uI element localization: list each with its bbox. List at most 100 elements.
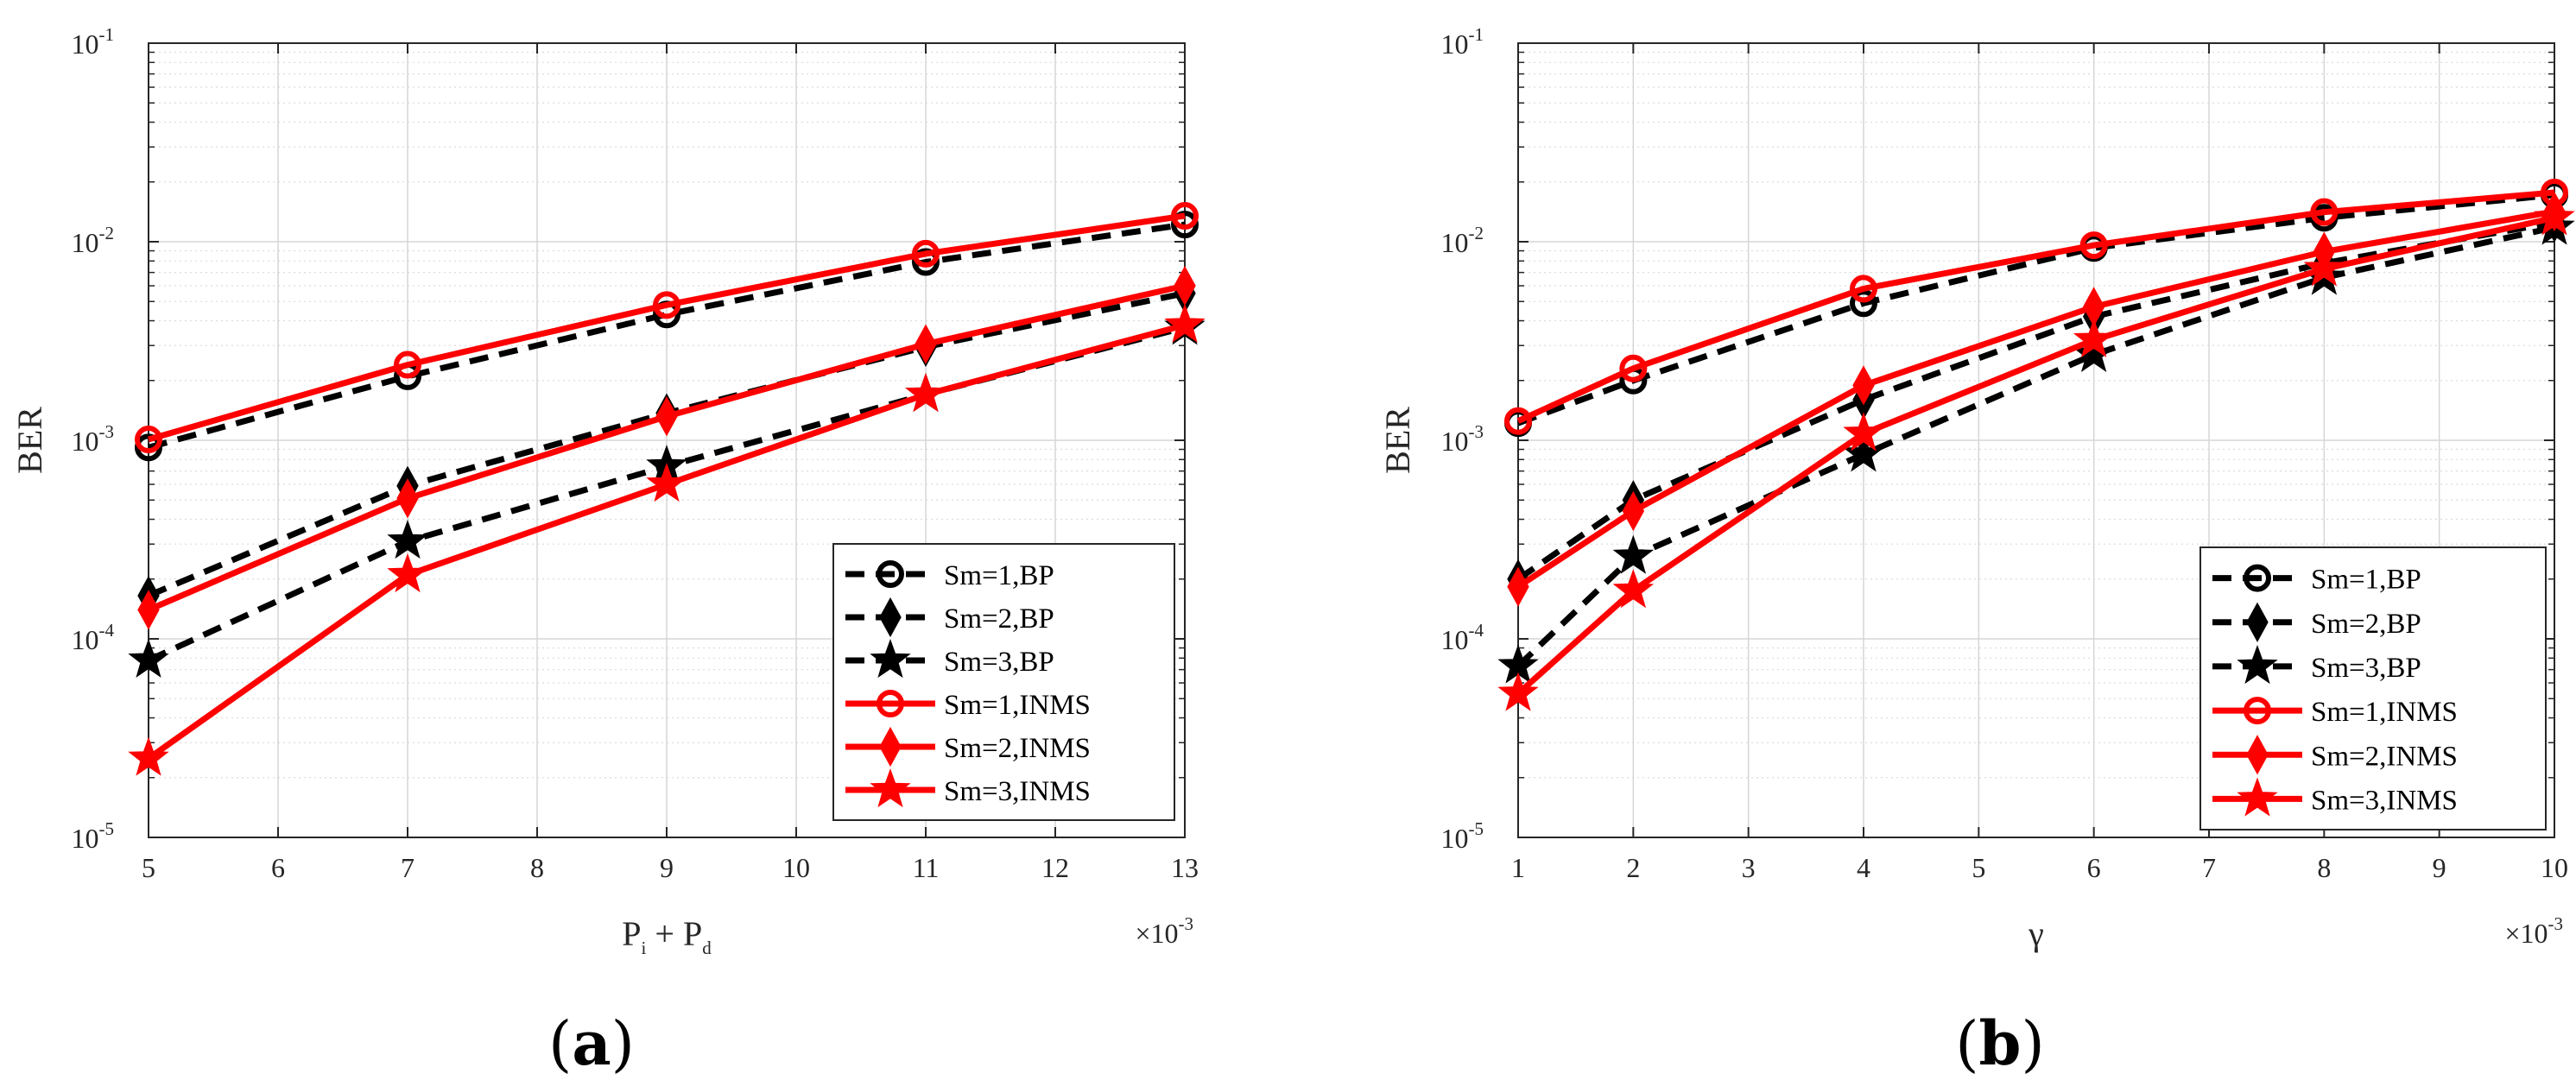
data-point <box>1622 490 1645 532</box>
legend-entry: Sm=3,INMS <box>944 776 1091 807</box>
legend-entry: Sm=1,INMS <box>2311 697 2458 728</box>
data-point <box>1497 672 1539 711</box>
legend-marker <box>2246 735 2269 775</box>
data-point <box>2303 247 2345 287</box>
legend-marker <box>2244 697 2271 725</box>
legend-marker <box>879 726 902 767</box>
panel-label-letter: b <box>1979 1007 2022 1079</box>
x-tick-label: 8 <box>530 852 544 883</box>
series-line <box>1516 214 2555 697</box>
data-point <box>646 463 687 502</box>
y-tick-exponent: -4 <box>99 620 115 641</box>
x-tick-label: 11 <box>913 852 940 883</box>
data-point <box>128 638 169 678</box>
x-tick-label: 3 <box>1742 852 1756 883</box>
x-multiplier-base: ×10 <box>1135 918 1178 949</box>
y-tick-exponent: -3 <box>1469 421 1484 442</box>
legend-entry: Sm=3,INMS <box>2311 785 2458 816</box>
panel-label-paren-close: ) <box>2021 1008 2044 1079</box>
series-line <box>1516 219 2555 582</box>
legend-entry: Sm=1,BP <box>944 560 1054 591</box>
legend-entry: Sm=3,BP <box>944 647 1054 678</box>
data-point <box>1843 412 1884 452</box>
panel-label-paren-close: ) <box>611 1008 635 1079</box>
y-tick-label: 10-5 <box>1441 818 1484 854</box>
series-line <box>148 221 1186 451</box>
y-axis-label: BER <box>1378 407 1417 474</box>
chart-panel-a: 5 6 7 8 9 10 11 12 1310-510-410-310-210-1×10-3Pi… <box>10 24 1206 1079</box>
x-axis-label-plus: + P <box>646 914 702 953</box>
y-tick-exponent: -1 <box>99 24 115 45</box>
data-point <box>1174 265 1196 306</box>
y-tick-base: 10 <box>1441 823 1469 854</box>
data-point <box>135 426 162 454</box>
x-multiplier-base: ×10 <box>2504 918 2548 949</box>
legend-entry: Sm=1,INMS <box>944 690 1091 721</box>
legend-marker <box>877 690 904 717</box>
x-tick-label: 10 <box>782 852 810 883</box>
y-tick-base: 10 <box>1441 624 1469 655</box>
y-tick-label: 10-2 <box>72 223 115 258</box>
x-axis-label: γ <box>2028 914 2044 953</box>
data-point <box>2079 231 2108 260</box>
x-tick-label: 5 <box>1972 852 1985 883</box>
y-tick-exponent: -5 <box>1469 818 1484 839</box>
data-point <box>1164 303 1206 343</box>
legend-marker <box>2237 644 2278 685</box>
series-sm-3-inms <box>128 303 1206 776</box>
series-line <box>1516 208 2555 590</box>
x-tick-label: 6 <box>2087 852 2101 883</box>
series-sm-2-inms <box>1507 191 2566 607</box>
legend-entry: Sm=2,INMS <box>944 733 1091 764</box>
x-tick-label: 9 <box>2433 852 2446 883</box>
legend-entry: Sm=2,BP <box>2311 609 2421 640</box>
x-multiplier-exponent: -3 <box>1179 913 1194 934</box>
panel-label: (b) <box>1955 1007 2045 1079</box>
y-tick-label: 10-1 <box>1441 24 1484 60</box>
x-axis-multiplier: ×10-3 <box>2504 913 2563 949</box>
series-line <box>1516 192 2555 426</box>
data-point <box>1850 275 1877 303</box>
data-point <box>1852 365 1875 406</box>
y-tick-label: 10-3 <box>1441 421 1484 457</box>
data-point <box>905 373 946 413</box>
x-tick-label: 13 <box>1171 852 1199 883</box>
legend: Sm=1,BP Sm=2,BP Sm=3,BP Sm=1,INMS Sm=2,INMS S… <box>832 543 1175 821</box>
x-axis-label-main: P <box>622 914 641 953</box>
legend-marker <box>2246 602 2269 642</box>
series-line <box>148 212 1186 443</box>
x-tick-label: 10 <box>2541 852 2568 883</box>
y-tick-base: 10 <box>72 28 99 60</box>
data-point <box>1843 433 1884 472</box>
y-tick-label: 10-3 <box>72 421 115 457</box>
data-point <box>396 478 419 519</box>
data-point <box>1171 202 1199 231</box>
y-tick-base: 10 <box>72 227 99 258</box>
y-tick-exponent: -1 <box>1469 24 1484 45</box>
legend-entry: Sm=1,BP <box>2311 565 2421 596</box>
x-tick-label: 2 <box>1626 852 1640 883</box>
data-point <box>1619 354 1648 382</box>
data-point <box>137 590 160 630</box>
x-axis-multiplier: ×10-3 <box>1135 913 1193 949</box>
panel-label-letter: a <box>572 1007 611 1079</box>
x-tick-label: 6 <box>271 852 285 883</box>
data-point <box>1612 534 1655 574</box>
x-tick-label: 9 <box>660 852 674 883</box>
x-axis-label-main: γ <box>2028 914 2044 953</box>
x-axis-label-subscript: i <box>642 938 647 958</box>
series-line <box>1516 224 2555 668</box>
x-tick-label: 4 <box>1857 852 1870 883</box>
data-point <box>912 239 940 268</box>
legend-entry: Sm=2,INMS <box>2311 741 2458 772</box>
data-point <box>1507 566 1529 607</box>
legend-entry: Sm=2,BP <box>944 603 1054 635</box>
x-axis-label: Pi + Pd <box>622 914 712 958</box>
legend-marker <box>870 768 911 808</box>
x-tick-label: 7 <box>401 852 415 883</box>
data-point <box>387 520 428 559</box>
legend-marker <box>2244 564 2271 592</box>
y-tick-base: 10 <box>72 823 99 854</box>
data-point <box>1171 211 1199 239</box>
series-sm-2-inms <box>137 265 1196 630</box>
